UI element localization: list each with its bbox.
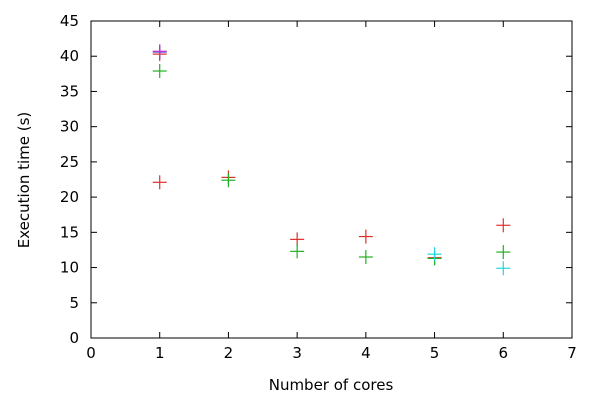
x-axis-label: Number of cores <box>269 376 394 394</box>
x-tick-label: 5 <box>430 344 440 362</box>
x-tick-label: 1 <box>155 344 165 362</box>
series-cyan <box>427 247 511 276</box>
y-tick-label: 0 <box>69 329 79 347</box>
data-point-marker <box>358 229 373 244</box>
data-point-marker <box>496 218 511 233</box>
x-tick-label: 7 <box>567 344 577 362</box>
data-point-marker <box>496 261 511 276</box>
series-magenta <box>152 44 167 59</box>
data-point-marker <box>290 244 305 259</box>
data-point-marker <box>427 247 442 262</box>
y-axis-label: Execution time (s) <box>15 112 33 249</box>
y-tick-label: 20 <box>60 188 79 206</box>
data-point-marker <box>496 245 511 260</box>
y-tick-label: 15 <box>60 223 79 241</box>
data-point-marker <box>152 44 167 59</box>
data-point-marker <box>358 249 373 264</box>
x-tick-label: 6 <box>499 344 509 362</box>
data-points <box>152 44 511 276</box>
axis-ticks <box>90 20 573 339</box>
y-tick-label: 5 <box>69 294 79 312</box>
x-tick-label: 3 <box>292 344 302 362</box>
y-tick-label: 40 <box>60 47 79 65</box>
x-tick-label: 0 <box>86 344 96 362</box>
data-point-marker <box>221 173 236 188</box>
x-tick-label: 2 <box>224 344 234 362</box>
data-point-marker <box>152 64 167 79</box>
y-tick-label: 30 <box>60 118 79 136</box>
data-point-marker <box>152 175 167 190</box>
plot-frame <box>90 20 573 339</box>
y-tick-label: 45 <box>60 12 79 30</box>
y-tick-label: 10 <box>60 259 79 277</box>
series-red <box>152 47 511 265</box>
x-tick-label: 4 <box>361 344 371 362</box>
y-tick-label: 35 <box>60 82 79 100</box>
series-green <box>152 64 511 266</box>
y-tick-label: 25 <box>60 153 79 171</box>
data-point-marker <box>290 232 305 247</box>
